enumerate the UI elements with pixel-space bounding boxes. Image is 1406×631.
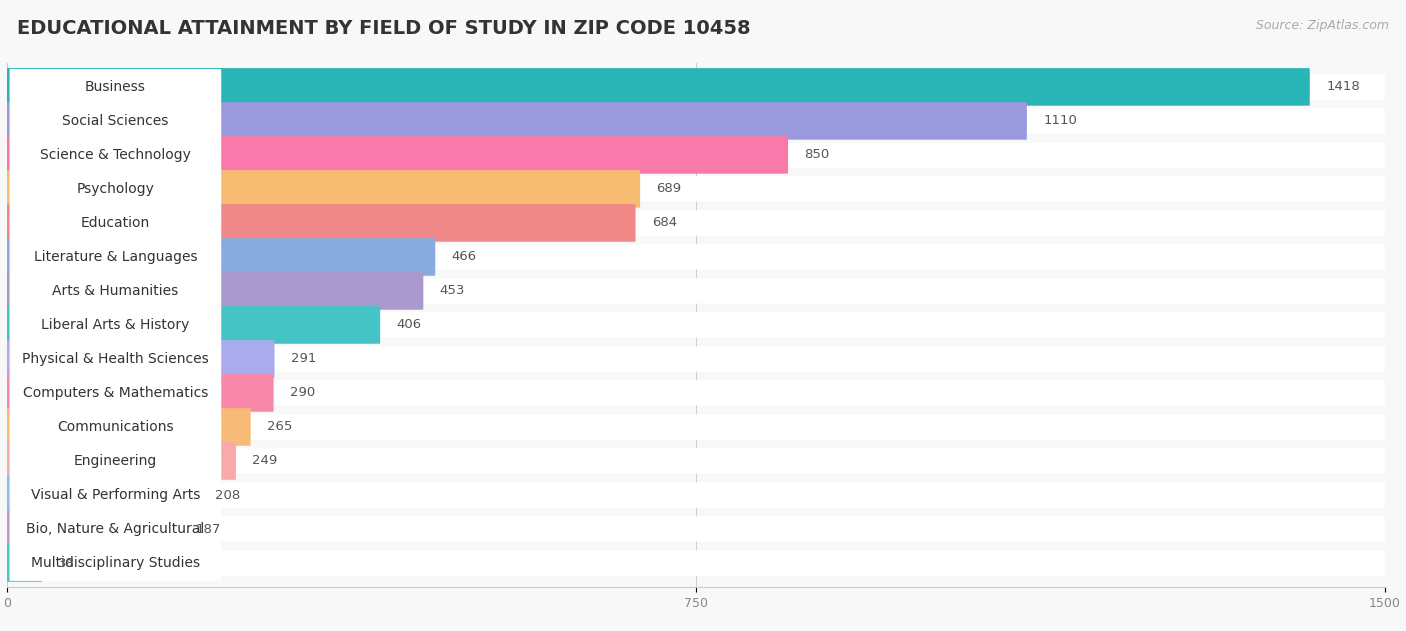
Text: Social Sciences: Social Sciences — [62, 114, 169, 128]
FancyBboxPatch shape — [10, 477, 221, 513]
Text: 265: 265 — [267, 420, 292, 433]
Text: Literature & Languages: Literature & Languages — [34, 250, 197, 264]
FancyBboxPatch shape — [7, 68, 1310, 106]
Text: Business: Business — [84, 80, 146, 94]
FancyBboxPatch shape — [10, 137, 221, 173]
Text: 249: 249 — [252, 454, 277, 468]
Text: Source: ZipAtlas.com: Source: ZipAtlas.com — [1256, 19, 1389, 32]
Text: 1418: 1418 — [1326, 80, 1360, 93]
FancyBboxPatch shape — [7, 176, 1385, 202]
Text: 684: 684 — [652, 216, 678, 230]
FancyBboxPatch shape — [10, 307, 221, 343]
FancyBboxPatch shape — [10, 511, 221, 547]
FancyBboxPatch shape — [7, 102, 1026, 139]
FancyBboxPatch shape — [7, 340, 274, 378]
FancyBboxPatch shape — [7, 238, 436, 276]
FancyBboxPatch shape — [7, 312, 1385, 338]
Text: Psychology: Psychology — [76, 182, 155, 196]
FancyBboxPatch shape — [10, 443, 221, 479]
Text: Arts & Humanities: Arts & Humanities — [52, 284, 179, 298]
FancyBboxPatch shape — [10, 545, 221, 581]
Text: 406: 406 — [396, 319, 422, 331]
FancyBboxPatch shape — [10, 341, 221, 377]
FancyBboxPatch shape — [7, 380, 1385, 406]
FancyBboxPatch shape — [10, 205, 221, 241]
FancyBboxPatch shape — [7, 244, 1385, 269]
FancyBboxPatch shape — [10, 171, 221, 207]
FancyBboxPatch shape — [10, 239, 221, 274]
FancyBboxPatch shape — [7, 550, 1385, 575]
Text: 466: 466 — [451, 251, 477, 264]
Text: Bio, Nature & Agricultural: Bio, Nature & Agricultural — [27, 522, 204, 536]
FancyBboxPatch shape — [7, 374, 274, 412]
Text: 187: 187 — [195, 522, 221, 536]
FancyBboxPatch shape — [10, 273, 221, 309]
FancyBboxPatch shape — [7, 74, 1385, 100]
FancyBboxPatch shape — [10, 69, 221, 105]
FancyBboxPatch shape — [7, 442, 236, 480]
Text: 208: 208 — [215, 488, 240, 502]
FancyBboxPatch shape — [7, 516, 1385, 542]
Text: Multidisciplinary Studies: Multidisciplinary Studies — [31, 556, 200, 570]
Text: Communications: Communications — [58, 420, 174, 434]
FancyBboxPatch shape — [7, 210, 1385, 236]
Text: Liberal Arts & History: Liberal Arts & History — [41, 318, 190, 332]
Text: 689: 689 — [657, 182, 682, 196]
FancyBboxPatch shape — [7, 346, 1385, 372]
FancyBboxPatch shape — [7, 278, 1385, 304]
FancyBboxPatch shape — [7, 544, 42, 582]
FancyBboxPatch shape — [7, 142, 1385, 168]
FancyBboxPatch shape — [7, 476, 198, 514]
Text: 453: 453 — [440, 285, 465, 297]
FancyBboxPatch shape — [7, 448, 1385, 474]
FancyBboxPatch shape — [7, 482, 1385, 508]
Text: 290: 290 — [290, 386, 315, 399]
Text: Computers & Mathematics: Computers & Mathematics — [22, 386, 208, 400]
FancyBboxPatch shape — [10, 375, 221, 411]
FancyBboxPatch shape — [7, 414, 1385, 440]
FancyBboxPatch shape — [10, 103, 221, 139]
FancyBboxPatch shape — [7, 408, 250, 445]
FancyBboxPatch shape — [7, 306, 380, 344]
FancyBboxPatch shape — [7, 136, 787, 174]
FancyBboxPatch shape — [7, 204, 636, 242]
Text: 1110: 1110 — [1043, 114, 1077, 127]
Text: Physical & Health Sciences: Physical & Health Sciences — [22, 352, 209, 366]
Text: EDUCATIONAL ATTAINMENT BY FIELD OF STUDY IN ZIP CODE 10458: EDUCATIONAL ATTAINMENT BY FIELD OF STUDY… — [17, 19, 751, 38]
Text: Engineering: Engineering — [73, 454, 157, 468]
Text: 291: 291 — [291, 353, 316, 365]
FancyBboxPatch shape — [7, 510, 179, 548]
Text: Education: Education — [80, 216, 150, 230]
FancyBboxPatch shape — [7, 170, 640, 208]
Text: Visual & Performing Arts: Visual & Performing Arts — [31, 488, 200, 502]
Text: Science & Technology: Science & Technology — [39, 148, 191, 162]
Text: 850: 850 — [804, 148, 830, 162]
FancyBboxPatch shape — [10, 409, 221, 445]
FancyBboxPatch shape — [7, 108, 1385, 134]
FancyBboxPatch shape — [7, 272, 423, 310]
Text: 38: 38 — [59, 557, 76, 570]
